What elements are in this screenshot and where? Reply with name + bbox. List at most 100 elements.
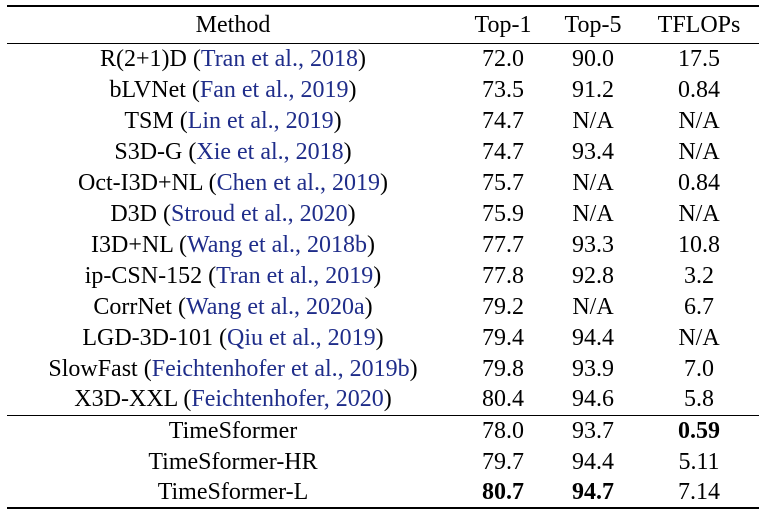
method-cell: bLVNet (Fan et al., 2019) [109,76,357,103]
citation-link[interactable]: Stroud et al., 2020 [171,200,348,227]
top5-cell: 93.7 [547,415,639,446]
tflops-cell-text: 10.8 [678,231,720,258]
table-row: I3D+NL (Wang et al., 2018b) 77.7 93.3 10.8 [7,229,759,260]
tflops-cell-text: 0.84 [678,169,720,196]
top5-cell: 93.3 [547,229,639,260]
method-name: LGD-3D-101 [82,324,213,351]
method-name: D3D [110,200,157,227]
table-row: TSM (Lin et al., 2019) 74.7 N/A N/A [7,105,759,136]
tflops-cell: N/A [639,136,759,167]
tflops-cell-text: 0.84 [678,76,720,103]
tflops-cell-text: 7.14 [678,479,720,505]
tflops-cell: 5.8 [639,384,759,415]
method-cell: CorrNet (Wang et al., 2020a) [93,293,373,320]
top5-cell: 90.0 [547,43,639,74]
top5-cell: 93.9 [547,353,639,384]
top1-cell: 77.8 [459,260,547,291]
top1-cell: 79.8 [459,353,547,384]
tflops-cell: 7.0 [639,353,759,384]
tflops-cell-text: 5.8 [684,386,714,413]
method-name: X3D-XXL [74,386,178,413]
method-name: CorrNet [93,293,172,320]
top1-cell: 80.4 [459,384,547,415]
table-row: LGD-3D-101 (Qiu et al., 2019) 79.4 94.4 N/A [7,322,759,353]
top1-cell: 73.5 [459,74,547,105]
top1-cell-text: 72.0 [482,45,524,72]
tflops-cell: 7.14 [639,477,759,508]
top5-cell: N/A [547,198,639,229]
top1-cell: 78.0 [459,415,547,446]
tflops-cell: 5.11 [639,446,759,477]
top1-cell-text: 79.2 [482,293,524,320]
tflops-cell-text: N/A [678,138,720,165]
method-cell: TimeSformer-L [7,477,459,508]
top1-cell-text: 79.7 [482,448,524,475]
top1-cell-text: 74.7 [482,138,524,165]
top1-cell: 79.2 [459,291,547,322]
table-row: CorrNet (Wang et al., 2020a) 79.2 N/A 6.7 [7,291,759,322]
header-row: Method Top-1 Top-5 TFLOPs [7,6,759,43]
citation-link[interactable]: Wang et al., 2018b [186,231,367,258]
table-row: SlowFast (Feichtenhofer et al., 2019b) 79… [7,353,759,384]
top1-cell-text: 79.8 [482,355,524,382]
method-name: ip-CSN-152 [84,262,203,289]
method-cell-text: TimeSformer-L [157,479,309,505]
tflops-cell-text: 5.11 [678,448,720,475]
citation-link[interactable]: Feichtenhofer et al., 2019b [151,355,410,382]
top5-cell-text: 94.7 [572,479,614,505]
top1-cell: 79.4 [459,322,547,353]
top1-cell: 80.7 [459,477,547,508]
top1-cell-text: 77.7 [482,231,524,258]
top5-cell: 93.4 [547,136,639,167]
top1-cell: 79.7 [459,446,547,477]
tflops-cell: N/A [639,198,759,229]
citation-link[interactable]: Wang et al., 2020a [185,293,365,320]
method-cell-text: TimeSformer-HR [148,448,318,475]
citation-link[interactable]: Lin et al., 2019 [187,107,334,134]
top5-cell-text: 93.3 [572,231,614,258]
top5-cell: 92.8 [547,260,639,291]
citation-link[interactable]: Tran et al., 2018 [200,45,358,72]
tflops-cell-text: 6.7 [684,293,714,320]
table-row: TimeSformer 78.0 93.7 0.59 [7,415,759,446]
method-cell: TSM (Lin et al., 2019) [124,107,342,134]
top1-cell-text: 74.7 [482,107,524,134]
top1-cell: 74.7 [459,105,547,136]
table-row: D3D (Stroud et al., 2020) 75.9 N/A N/A [7,198,759,229]
tflops-cell: 17.5 [639,43,759,74]
top5-cell-text: N/A [572,200,614,227]
method-cell: TimeSformer-HR [7,446,459,477]
method-cell: ip-CSN-152 (Tran et al., 2019) [84,262,382,289]
table-header: Method Top-1 Top-5 TFLOPs [7,6,759,43]
top5-cell-text: 94.6 [572,386,614,413]
method-cell: D3D (Stroud et al., 2020) [110,200,356,227]
top5-cell: N/A [547,167,639,198]
tflops-cell-text: N/A [678,107,720,134]
top1-cell: 74.7 [459,136,547,167]
top5-cell-text: N/A [572,169,614,196]
tflops-cell-text: 17.5 [678,45,720,72]
tflops-cell: N/A [639,322,759,353]
citation-link[interactable]: Qiu et al., 2019 [227,324,376,351]
citation-link[interactable]: Fan et al., 2019 [199,76,349,103]
top5-cell-text: N/A [572,107,614,134]
header-method: Method [195,11,271,38]
tflops-cell: N/A [639,105,759,136]
top1-cell: 75.7 [459,167,547,198]
top5-cell: 94.4 [547,446,639,477]
method-cell: R(2+1)D (Tran et al., 2018) [100,45,366,72]
citation-link[interactable]: Tran et al., 2019 [216,262,374,289]
table-row: TimeSformer-L 80.7 94.7 7.14 [7,477,759,508]
tflops-cell-text: 7.0 [684,355,714,382]
table-row: R(2+1)D (Tran et al., 2018) 72.0 90.0 17.5 [7,43,759,74]
top5-cell-text: N/A [572,293,614,320]
top1-cell-text: 80.4 [482,386,524,413]
method-name: S3D-G [114,138,183,165]
citation-link[interactable]: Feichtenhofer, 2020 [191,386,384,413]
citation-link[interactable]: Chen et al., 2019 [216,169,380,196]
citation-link[interactable]: Xie et al., 2018 [196,138,344,165]
top5-cell-text: 93.7 [572,417,614,444]
method-cell-text: TimeSformer [168,417,298,444]
top5-cell: 94.6 [547,384,639,415]
